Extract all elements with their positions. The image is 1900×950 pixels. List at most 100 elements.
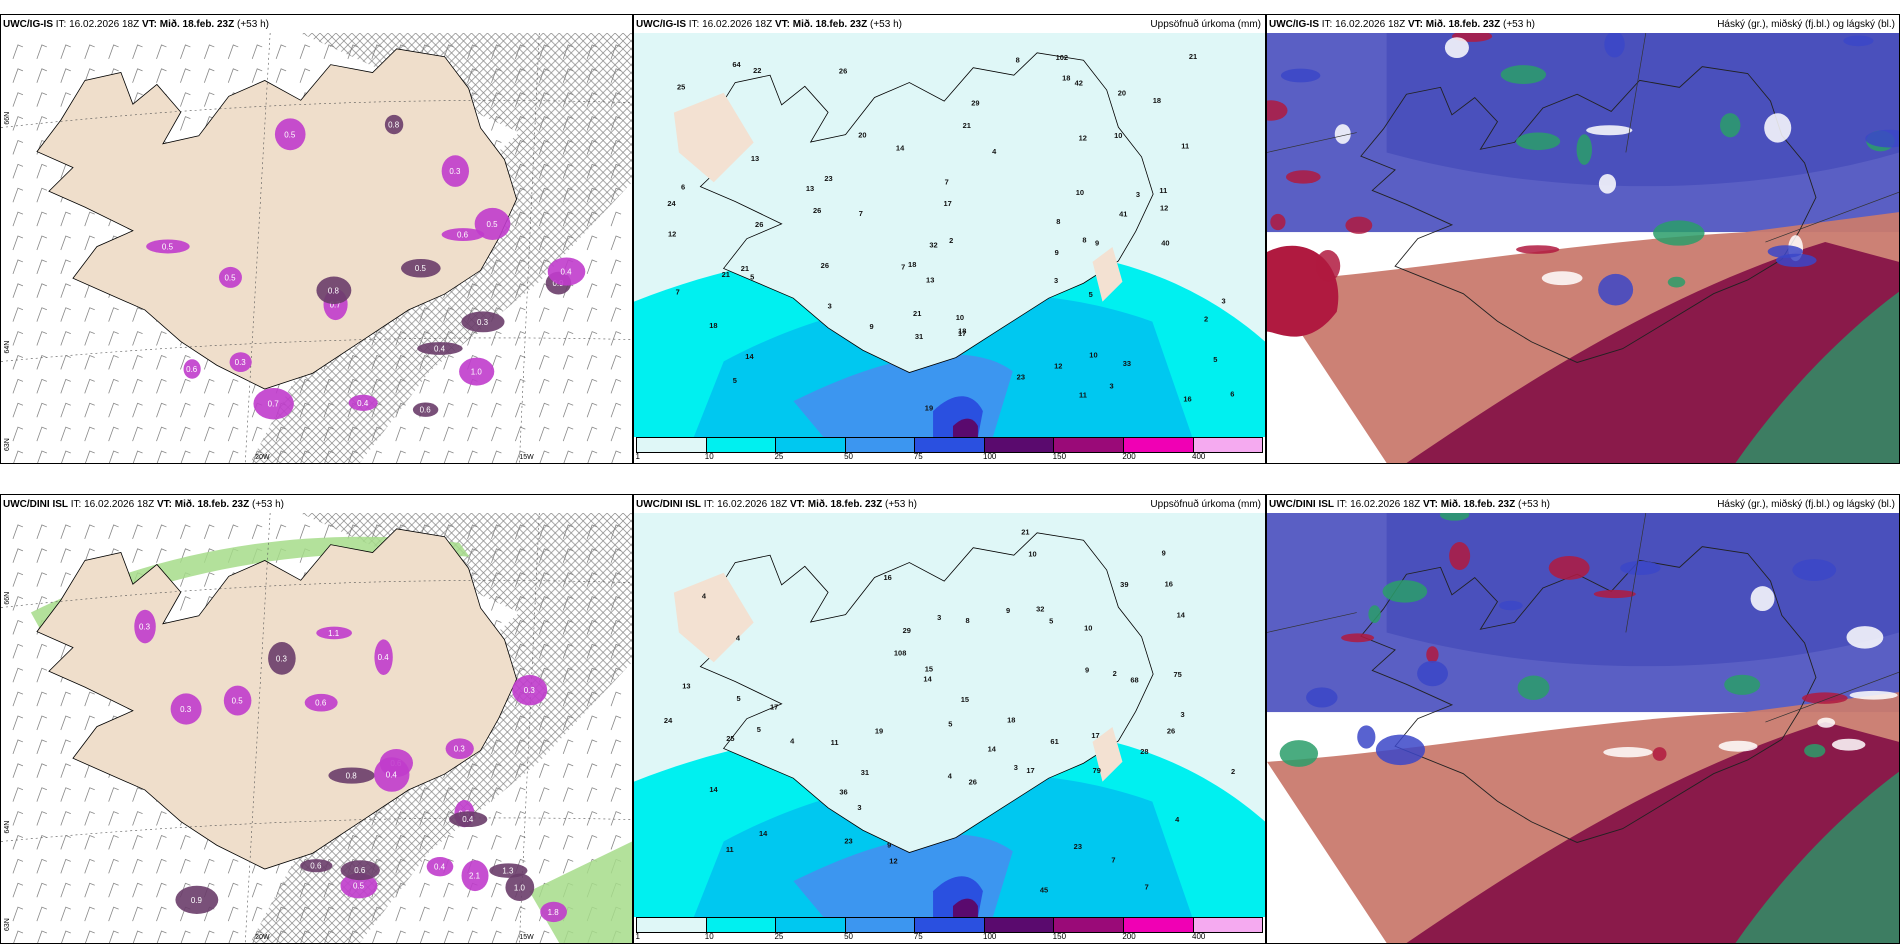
precip-value: 20 [1118, 89, 1126, 98]
precip-value: 16 [1183, 394, 1191, 403]
precip-value: 8 [966, 616, 970, 625]
colorbar-tick: 150 [1052, 452, 1067, 461]
colorbar-cell [637, 438, 707, 452]
precip-value: 5 [1213, 355, 1217, 364]
precip-value: 21 [741, 264, 749, 273]
precip-value: 19 [925, 403, 933, 412]
clouds-map [1267, 33, 1899, 463]
precip-value: 12 [668, 230, 676, 239]
precip-value: 12 [889, 856, 897, 865]
precip-value: 12 [1160, 204, 1168, 213]
snow-value: 0.7 [268, 400, 280, 409]
precip-value: 20 [858, 130, 866, 139]
precip-value: 19 [875, 727, 883, 736]
colorbar-cell [706, 918, 777, 932]
panel-title: UWC/DINI ISL IT: 16.02.2026 18Z VT: Mið.… [1269, 499, 1550, 510]
precip-value: 17 [1091, 731, 1099, 740]
snow-value: 0.3 [180, 705, 192, 714]
snow-value: 1.1 [328, 629, 340, 638]
precip-value: 9 [870, 322, 874, 331]
snow-value: 0.6 [354, 866, 366, 875]
snow-map: 66N64N63N20W15W0.90.61.11.32.11.80.60.40… [1, 513, 632, 943]
precip-value: 42 [1075, 79, 1083, 88]
snow-value: 0.3 [276, 654, 288, 663]
precip-value: 14 [745, 352, 754, 361]
precip-value: 17 [958, 329, 966, 338]
precip-value: 18 [709, 321, 717, 330]
precip-value: 29 [971, 98, 979, 107]
precip-value: 21 [913, 309, 921, 318]
precip-value: 2 [1231, 767, 1235, 776]
panel-snow-ig: UWC/IG-IS IT: 16.02.2026 18Z VT: Mið. 18… [0, 14, 633, 464]
snow-value: 0.6 [420, 406, 432, 415]
snow-value: 1.0 [471, 368, 483, 377]
colorbar-cell [915, 438, 985, 452]
snow-value: 0.5 [232, 697, 244, 706]
snow-value: 0.6 [310, 862, 322, 871]
precip-value: 13 [806, 184, 814, 193]
precip-value: 9 [1006, 606, 1010, 615]
colorbar-cell [984, 438, 1055, 452]
precip-value: 5 [948, 719, 952, 728]
colorbar-tick: 50 [844, 452, 854, 461]
precip-value: 4 [1175, 815, 1180, 824]
precip-value: 9 [1085, 666, 1089, 675]
precip-value: 3 [857, 803, 861, 812]
snow-value: 0.5 [284, 130, 296, 139]
colorbar-cell [845, 918, 916, 932]
snow-value: 0.3 [477, 318, 489, 327]
colorbar-cell [1193, 438, 1263, 452]
colorbar-tick: 1 [635, 932, 641, 941]
iceland-land [688, 532, 1154, 853]
precip-value: 23 [1017, 373, 1025, 382]
precip-value: 41 [1119, 209, 1127, 218]
precip-map: 3 3 3 2 12 10 11 7 5 3 8 9 7 5 3 16 18 21 20 14 13 12 10 18 12 14… [634, 33, 1265, 437]
precip-value: 9 [1162, 549, 1166, 558]
snow-value: 0.5 [224, 273, 236, 282]
precip-value: 29 [903, 626, 911, 635]
colorbar-cell [1123, 438, 1194, 452]
svg-text:20W: 20W [255, 454, 270, 461]
snow-value: 0.5 [353, 882, 365, 891]
precip-value: 13 [682, 682, 690, 691]
precip-value: 39 [1120, 580, 1128, 589]
precip-value: 36 [839, 788, 847, 797]
snow-value: 0.4 [357, 399, 369, 408]
svg-text:64N: 64N [4, 821, 11, 834]
snow-value: 0.8 [346, 772, 358, 781]
colorbar-tick: 10 [704, 932, 714, 941]
colorbar-cell [1193, 918, 1263, 932]
colorbar-tick: 1 [635, 452, 641, 461]
precip-value: 4 [702, 592, 707, 601]
precip-value: 11 [831, 738, 839, 747]
precip-value: 61 [1050, 737, 1058, 746]
graticule [1, 33, 632, 463]
precip-value: 9 [1055, 248, 1059, 257]
colorbar-cell [1054, 438, 1124, 452]
precip-colorbar: 1 10 25 50 75 100 150 200 400 [634, 437, 1265, 463]
svg-text:15W: 15W [519, 454, 534, 461]
precip-value: 21 [722, 270, 730, 279]
precip-value: 10 [1089, 350, 1097, 359]
clouds-title: Háský (gr.), miðský (fj.bl.) og lágský (… [1717, 19, 1895, 30]
precip-value: 18 [1062, 73, 1070, 82]
precip-value: 45 [1040, 886, 1048, 895]
precip-value: 32 [929, 241, 937, 250]
precip-map: 7 5 3 4 4 4 14 11 10 3 5 7 3 16 18 14 17 15 13 11 9 8 2 2 3 5 4 5 14… [634, 513, 1265, 917]
precip-value: 18 [1007, 716, 1015, 725]
precip-value: 75 [1174, 670, 1182, 679]
colorbar-tick: 25 [774, 932, 784, 941]
precip-value: 10 [956, 313, 964, 322]
precip-value: 31 [915, 332, 923, 341]
precip-value: 32 [1036, 605, 1044, 614]
precip-value: 108 [894, 648, 906, 657]
precip-value: 68 [1130, 676, 1138, 685]
precip-value: 14 [896, 144, 905, 153]
precip-value: 9 [887, 841, 891, 850]
precip-value: 3 [1222, 297, 1226, 306]
panel-clouds-dini: UWC/DINI ISL IT: 16.02.2026 18Z VT: Mið.… [1266, 494, 1900, 944]
snow-map: 66N64N63N20W15W0.60.30.50.90.70.60.80.60… [1, 33, 632, 463]
colorbar-tick: 10 [704, 452, 714, 461]
snow-value: 0.4 [386, 770, 398, 779]
precip-value: 14 [759, 829, 768, 838]
